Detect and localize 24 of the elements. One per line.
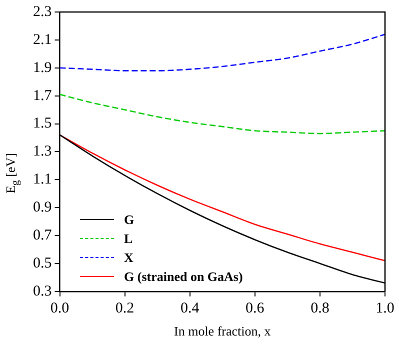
x-tick-label: 0.4 [180,300,200,316]
y-tick-label: 0.5 [33,255,52,272]
y-tick-label: 2.1 [33,32,52,48]
y-tick-label: 2.3 [33,4,52,20]
y-tick-label: 0.3 [33,283,52,300]
x-tick-label: 0.8 [310,300,330,316]
legend-label: L [124,230,133,248]
y-tick-label: 0.9 [33,200,52,216]
y-tick-label: 1.7 [33,88,52,104]
x-tick-label: 0.6 [246,300,265,316]
x-tick-label: 1.0 [376,300,394,316]
legend-label: G [124,211,134,229]
x-tick-label: 0.2 [115,300,134,316]
line-series [60,34,385,72]
y-tick-label: 0.7 [33,227,52,244]
y-tick-label: 1.9 [33,60,52,76]
y-tick-label: 1.3 [33,144,52,160]
legend-label: G (strained on GaAs) [124,268,243,286]
legend-label: X [124,249,134,267]
x-axis-title: In mole fraction, x [174,324,272,339]
x-tick-label: 0.0 [50,300,70,316]
y-tick-label: 1.5 [33,116,52,132]
line-series [60,94,385,134]
y-tick-label: 1.1 [33,172,52,188]
